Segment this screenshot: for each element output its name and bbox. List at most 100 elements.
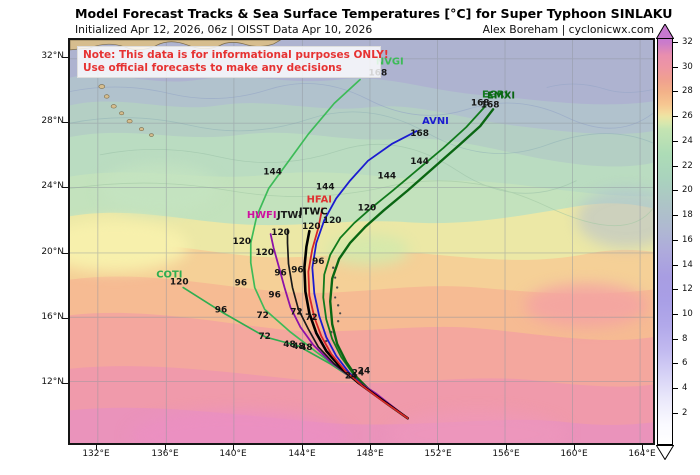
hour-label-nvgi: 144 <box>263 168 282 178</box>
hour-label-shared: 24 <box>352 369 364 379</box>
hour-label-nvgi: 72 <box>256 311 268 321</box>
colorbar-tick-label: 26 <box>682 111 693 122</box>
colorbar-tick <box>673 190 678 192</box>
hour-label-jtwc: 72 <box>305 313 317 323</box>
colorbar-tick <box>673 314 678 316</box>
colorbar-tick <box>673 388 678 390</box>
colorbar-tick-label: 28 <box>682 86 693 97</box>
lat-label: 16°N <box>41 312 64 322</box>
lon-label: 132°E <box>82 449 110 459</box>
disclaimer-line1: Note: This data is for informational pur… <box>83 49 389 61</box>
colorbar-gradient <box>657 38 673 445</box>
colorbar-tick-label: 20 <box>682 185 693 196</box>
author-credit: Alex Boreham | cyclonicwx.com <box>482 23 654 36</box>
colorbar-bottom-arrow-icon <box>656 445 674 460</box>
colorbar-tick <box>673 239 678 241</box>
colorbar-tick <box>673 264 678 266</box>
hour-label-shared: 48 <box>292 342 304 352</box>
model-label-hfai: HFAI <box>307 194 332 205</box>
lon-label: 164°E <box>628 449 656 459</box>
track-hfai <box>307 207 409 420</box>
lon-tick <box>96 445 97 450</box>
model-label-avni: AVNI <box>422 116 449 127</box>
model-label-jtwc: JTWC <box>298 206 328 217</box>
sst-background <box>70 40 653 443</box>
lon-tick <box>574 445 575 450</box>
colorbar-tick <box>673 215 678 217</box>
colorbar-tick-label: 30 <box>682 61 693 72</box>
lon-label: 140°E <box>219 449 247 459</box>
lat-tick <box>63 187 68 188</box>
disclaimer-note: Note: This data is for informational pur… <box>77 46 389 79</box>
model-label-emxi: EMXI <box>487 90 515 101</box>
lon-tick <box>233 445 234 450</box>
hour-label-coti: 120 <box>170 278 189 288</box>
colorbar-tick <box>673 140 678 142</box>
colorbar-tick-label: 10 <box>682 309 693 320</box>
colorbar-tick-label: 6 <box>682 358 688 369</box>
init-subtitle: Initialized Apr 12, 2026, 06z | OISST Da… <box>75 23 373 36</box>
lon-label: 148°E <box>356 449 384 459</box>
colorbar-tick-label: 8 <box>682 333 688 344</box>
hour-label-avni: 168 <box>410 129 429 139</box>
hour-label-emxi: 144 <box>410 157 429 167</box>
izu-bonin-islands <box>98 84 154 137</box>
lon-label: 156°E <box>492 449 520 459</box>
colorbar-tick-label: 4 <box>682 383 688 394</box>
hour-label-egri: 168 <box>471 98 490 108</box>
lon-label: 152°E <box>424 449 452 459</box>
lat-tick <box>63 383 68 384</box>
model-label-coti: COTI <box>156 270 182 281</box>
lat-tick <box>63 122 68 123</box>
hour-label-shared: 48 <box>283 340 295 350</box>
lon-tick <box>370 445 371 450</box>
colorbar-tick-label: 2 <box>682 407 688 418</box>
sst-colorbar: 32 30 28 26 24 22 20 18 16 14 12 10 8 6 4 2 <box>656 24 700 461</box>
hour-label-jtwc: 120 <box>302 222 321 232</box>
hour-label-nvgi: 96 <box>235 279 247 289</box>
colorbar-tick-label: 22 <box>682 160 693 171</box>
hour-label-avni: 144 <box>316 183 335 193</box>
page-title: Model Forecast Tracks & Sea Surface Temp… <box>75 6 673 21</box>
lat-label: 20°N <box>41 247 64 257</box>
colorbar-tick <box>673 42 678 43</box>
hour-label-jtwi: 96 <box>274 269 286 279</box>
colorbar-tick <box>673 66 678 68</box>
hour-label-jtwc: 96 <box>291 266 303 276</box>
hour-label-egri: 96 <box>312 257 324 267</box>
colorbar-tick <box>673 412 678 414</box>
hour-label-shared: 24 <box>358 367 370 377</box>
track-map: 120 96 72 COTI 168 144 120 96 72 NVGI 168 144 120 96 E… <box>68 38 655 445</box>
lon-tick <box>165 445 166 450</box>
hour-label-shared: 24 <box>345 372 357 382</box>
lat-tick <box>63 318 68 319</box>
lon-tick <box>438 445 439 450</box>
track-emxi <box>329 108 495 420</box>
colorbar-tick-label: 18 <box>682 210 693 221</box>
hour-label-jtwi: 120 <box>271 228 290 238</box>
model-label-jtwi: JTWI <box>276 210 302 221</box>
sst-warm-cold-patches <box>70 163 653 443</box>
lat-tick <box>63 57 68 58</box>
tracks-svg: 120 96 72 COTI 168 144 120 96 72 NVGI 168 144 120 96 E… <box>156 57 515 420</box>
colorbar-tick <box>673 91 678 93</box>
lat-tick <box>63 253 68 254</box>
colorbar-tick <box>673 165 678 167</box>
colorbar-top-arrow-icon <box>656 24 674 39</box>
model-label-egri: EGRI <box>482 89 508 100</box>
hour-label-egri: 120 <box>358 203 377 213</box>
model-label-hwfi: HWFI <box>247 210 277 221</box>
lon-label: 144°E <box>288 449 316 459</box>
hour-label-coti: 96 <box>215 305 227 315</box>
colorbar-tick-label: 16 <box>682 234 693 245</box>
lon-label: 136°E <box>151 449 179 459</box>
colorbar-tick <box>673 116 678 118</box>
mariana-islands <box>325 266 342 343</box>
hour-label-emxi: 168 <box>481 100 500 110</box>
hour-label-shared: 72 <box>290 307 302 317</box>
colorbar-tick <box>673 289 678 291</box>
colorbar-tick <box>673 338 678 340</box>
hour-label-hwfi: 96 <box>268 290 280 300</box>
colorbar-tick-label: 14 <box>682 259 693 270</box>
